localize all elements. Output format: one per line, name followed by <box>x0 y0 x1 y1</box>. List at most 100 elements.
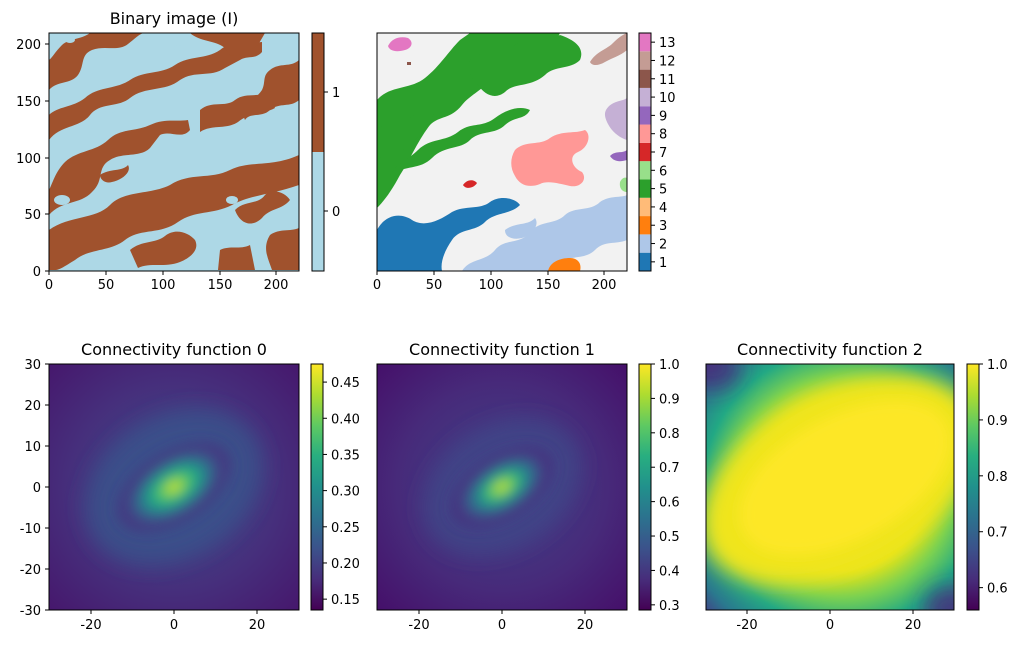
colorbar-tick-label: 10 <box>659 91 676 106</box>
panel-connectivity-1: Connectivity function 1 -20 0 20 0.30.40… <box>376 340 680 633</box>
colorbar-tick-label: 1.0 <box>987 358 1008 373</box>
x-axis-ticks: -20 0 20 <box>80 610 265 633</box>
colorbar-tick-label: 5 <box>659 183 667 198</box>
colorbar-tick-label: 0.3 <box>659 599 680 614</box>
x-tick-label: 20 <box>905 618 922 633</box>
y-tick-label: 20 <box>24 399 41 414</box>
colorbar-segment-0 <box>312 152 324 271</box>
x-tick-label: 100 <box>151 278 176 293</box>
panel-connectivity-0: Connectivity function 0 -20 0 20 <box>20 340 360 633</box>
y-tick-label: 200 <box>16 38 41 53</box>
colorbar-tick-label: 13 <box>659 36 676 51</box>
y-tick-label: 10 <box>24 440 41 455</box>
x-axis-ticks: 0 50 100 150 200 <box>373 271 617 293</box>
colorbar-segment <box>639 106 651 125</box>
connectivity-1-raster <box>377 364 627 610</box>
x-axis-ticks: 0 50 100 150 200 <box>45 271 289 293</box>
x-tick-label: 0 <box>498 618 506 633</box>
x-tick-label: 20 <box>249 618 266 633</box>
y-axis-ticks: 0 50 100 150 200 <box>16 38 49 280</box>
x-tick-label: 50 <box>98 278 115 293</box>
y-tick-label: -30 <box>20 604 41 619</box>
x-axis-ticks: -20 0 20 <box>736 610 921 633</box>
colorbar-segment <box>639 51 651 70</box>
colorbar-tick-label: 1.0 <box>659 358 680 373</box>
colorbar-connectivity-1: 0.3 0.4 0.5 0.6 0.7 0.8 0.9 1.0 <box>638 358 680 614</box>
colorbar-segment <box>639 161 651 180</box>
colorbar-segment <box>639 124 651 143</box>
colorbar-connectivity-2: 0.6 0.7 0.8 0.9 1.0 <box>966 358 1008 611</box>
x-tick-label: 150 <box>208 278 233 293</box>
colorbar-segment-1 <box>312 33 324 152</box>
y-tick-label: 0 <box>33 265 41 280</box>
y-tick-label: 0 <box>33 481 41 496</box>
colorbar-segment <box>639 33 651 52</box>
panel-title: Connectivity function 0 <box>81 340 267 359</box>
y-tick-label: 30 <box>24 358 41 373</box>
colorbar-tick-label: 12 <box>659 54 676 69</box>
x-tick-label: 0 <box>45 278 53 293</box>
y-tick-label: -20 <box>20 563 41 578</box>
colorbar-tick-label: 0.7 <box>987 526 1008 541</box>
colorbar-tick-label: 0.8 <box>987 470 1008 485</box>
panel-title: Connectivity function 1 <box>409 340 595 359</box>
y-tick-label: -10 <box>20 522 41 537</box>
colorbar-tick-label: 4 <box>659 201 667 216</box>
x-tick-label: 150 <box>536 278 561 293</box>
colorbar-tick-label: 0.40 <box>331 412 360 427</box>
x-tick-label: -20 <box>736 618 757 633</box>
colorbar-segment <box>639 179 651 198</box>
colorbar-segment <box>639 197 651 217</box>
colorbar-tick-label: 0.6 <box>659 496 680 511</box>
colorbar-tick-label: 0.35 <box>331 448 360 463</box>
labeled-regions-raster <box>377 33 627 271</box>
x-tick-label: 50 <box>426 278 443 293</box>
x-tick-label: -20 <box>80 618 101 633</box>
connectivity-2-raster <box>706 364 954 610</box>
colorbar-tick-label: 9 <box>659 109 667 124</box>
colorbar-segment <box>639 87 651 107</box>
panel-binary-image: Binary image (I) <box>16 9 340 293</box>
colorbar-tick-label: 0.9 <box>659 392 680 407</box>
colorbar-tick-label: 11 <box>659 73 676 88</box>
x-tick-label: 20 <box>577 618 594 633</box>
x-tick-label: -20 <box>408 618 429 633</box>
colorbar-connectivity-0: 0.15 0.20 0.25 0.30 0.35 0.40 0.45 <box>310 363 360 611</box>
colorbar-tick-label: 0.6 <box>987 582 1008 597</box>
panel-title: Binary image (I) <box>110 9 239 28</box>
connectivity-0-raster <box>49 364 299 610</box>
panel-title: Connectivity function 2 <box>737 340 923 359</box>
colorbar-segment <box>639 252 651 271</box>
colorbar-tick-label: 8 <box>659 128 667 143</box>
colorbar-segment <box>639 234 651 253</box>
colorbar-tick-label: 0.45 <box>331 376 360 391</box>
colorbar-tick-label: 0.30 <box>331 485 360 500</box>
colorbar-tick-label: 6 <box>659 164 667 179</box>
x-tick-label: 0 <box>826 618 834 633</box>
colorbar-tick-label: 1 <box>332 86 340 101</box>
colorbar-binary: 0 1 <box>311 32 340 272</box>
y-tick-label: 50 <box>24 208 41 223</box>
y-tick-label: 100 <box>16 152 41 167</box>
binary-image-raster <box>49 33 299 271</box>
colorbar-tick-label: 0.7 <box>659 461 680 476</box>
x-axis-ticks: -20 0 20 <box>408 610 593 633</box>
colorbar-segment <box>639 69 651 88</box>
x-tick-label: 200 <box>264 278 289 293</box>
x-tick-label: 200 <box>592 278 617 293</box>
y-tick-label: 150 <box>16 95 41 110</box>
colorbar-tick-label: 0 <box>332 205 340 220</box>
colorbar-tick-label: 3 <box>659 219 667 234</box>
colorbar-tick-label: 7 <box>659 146 667 161</box>
colorbar-segment <box>639 142 651 162</box>
colorbar-tick-label: 0.25 <box>331 521 360 536</box>
colorbar-tick-label: 0.9 <box>987 414 1008 429</box>
x-tick-label: 0 <box>373 278 381 293</box>
colorbar-tick-label: 1 <box>659 256 667 271</box>
y-axis-ticks: -30 -20 -10 0 10 20 30 <box>20 358 49 619</box>
colorbar-tick-label: 0.15 <box>331 593 360 608</box>
colorbar-tick-label: 0.20 <box>331 557 360 572</box>
